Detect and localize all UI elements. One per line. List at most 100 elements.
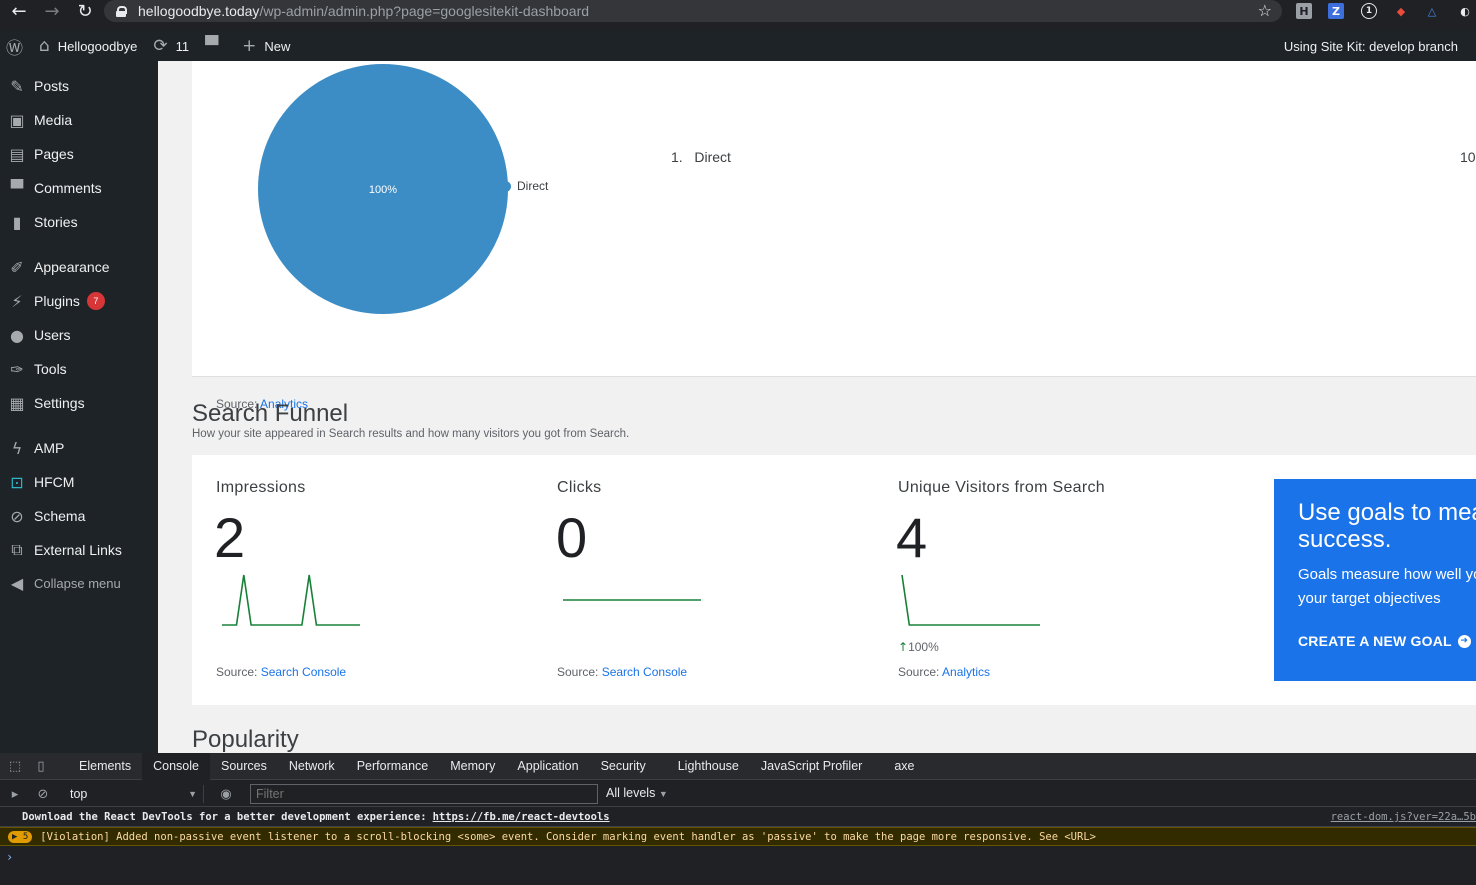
clicks-label: Clicks	[557, 479, 602, 496]
visitors-sparkline	[901, 574, 1040, 626]
warning-count-badge: ▶ 5	[8, 830, 33, 843]
tab-security[interactable]: Security	[600, 759, 646, 773]
react-devtools-link[interactable]: https://fb.me/react-devtools	[432, 811, 610, 823]
sidebar-toggle-icon[interactable]: ▸	[11, 786, 19, 802]
site-name-link[interactable]: ⌂ Hellogoodbye	[39, 36, 138, 56]
tab-sources[interactable]: Sources	[220, 759, 267, 773]
hfcm-icon: ⊡	[10, 472, 24, 492]
clicks-sparkline	[563, 599, 701, 601]
sidebar-item-stories[interactable]: ▮ Stories	[0, 205, 158, 239]
search-funnel-title: Search Funnel	[192, 400, 349, 427]
visitors-value: 4	[896, 506, 928, 569]
extension-badge-icon[interactable]: ◆	[1396, 4, 1406, 18]
pie-data-label: 100%	[369, 184, 397, 196]
message-source-link[interactable]: react-dom.js?ver=22a…5b	[1330, 811, 1476, 823]
sparkline-series	[222, 574, 360, 626]
browser-toolbar: ← → ↻ hellogoodbye.today/wp-admin/admin.…	[0, 0, 1476, 31]
search-console-link[interactable]: Search Console	[601, 665, 688, 679]
sidebar-item-plugins[interactable]: ⚡ Plugins 7	[0, 284, 158, 318]
wordpress-logo-icon[interactable]: Ⓦ	[6, 38, 23, 59]
stories-icon: ▮	[12, 212, 22, 232]
console-warning[interactable]: ▶ 5 [Violation] Added non-passive event …	[0, 827, 1476, 846]
extension-z-icon[interactable]: Z	[1328, 3, 1344, 19]
tab-performance[interactable]: Performance	[356, 759, 429, 773]
sidebar-item-users[interactable]: ● Users	[0, 318, 158, 352]
amp-icon: ϟ	[11, 438, 23, 458]
extension-contrast-icon[interactable]: ◐	[1460, 4, 1470, 18]
sidebar-item-external-links[interactable]: ⧉ External Links	[0, 533, 158, 567]
eye-icon[interactable]: ◉	[220, 786, 232, 802]
tab-memory[interactable]: Memory	[450, 759, 496, 773]
pie-slice-direct[interactable]	[258, 64, 508, 314]
url-text: hellogoodbye.today/wp-admin/admin.php?pa…	[138, 3, 590, 19]
popularity-title: Popularity	[192, 726, 299, 753]
clear-console-icon[interactable]: ⊘	[37, 786, 49, 802]
visitors-label: Unique Visitors from Search	[898, 479, 1105, 496]
bookmark-star-icon[interactable]: ☆	[1257, 1, 1272, 20]
legend-swatch	[500, 180, 511, 192]
new-content-link[interactable]: + New	[242, 36, 291, 56]
back-arrow-icon[interactable]: ←	[11, 0, 27, 22]
settings-icon: ▦	[9, 393, 25, 413]
sidebar-item-amp[interactable]: ϟ AMP	[0, 431, 158, 465]
tab-application[interactable]: Application	[517, 759, 579, 773]
impressions-label: Impressions	[216, 479, 306, 496]
visitors-change: ↑100%	[898, 640, 939, 654]
context-selector[interactable]: top ▼	[64, 785, 204, 803]
pages-icon: ▤	[9, 144, 25, 164]
extension-h-icon[interactable]: H	[1296, 3, 1312, 19]
media-icon: ▣	[9, 110, 25, 130]
pushpin-icon: ✎	[10, 76, 24, 96]
clicks-value: 0	[556, 506, 588, 569]
console-filter-input[interactable]	[250, 784, 598, 804]
tab-console[interactable]: Console	[142, 752, 210, 780]
sidebar-item-appearance[interactable]: ✐ Appearance	[0, 250, 158, 284]
traffic-sources-card: 100% Direct 1. Direct 10 Source: Analyti…	[192, 61, 1476, 411]
sidebar-item-schema[interactable]: ⊘ Schema	[0, 499, 158, 533]
tab-elements[interactable]: Elements	[79, 759, 132, 773]
inspect-element-icon[interactable]: ⬚	[8, 758, 22, 774]
log-levels-dropdown[interactable]: All levels ▼	[606, 786, 668, 800]
search-console-link[interactable]: Search Console	[260, 665, 347, 679]
tools-icon: ✑	[10, 359, 24, 379]
updates-icon: ⟳	[153, 36, 168, 56]
analytics-source-link[interactable]: Analytics	[942, 665, 991, 679]
sidebar-item-hfcm[interactable]: ⊡ HFCM	[0, 465, 158, 499]
console-toolbar: ▸ ⊘ top▼ ◉ All levels ▼	[0, 781, 1476, 807]
plugins-update-badge: 7	[86, 292, 105, 310]
extension-triangle-icon[interactable]: △	[1427, 4, 1437, 18]
updates-link[interactable]: ⟳ 11	[153, 36, 190, 56]
console-prompt-icon[interactable]: ›	[6, 850, 14, 864]
analytics-source-link[interactable]: Analytics	[260, 397, 309, 411]
sidebar-item-media[interactable]: ▣ Media	[0, 103, 158, 137]
sidebar-item-comments[interactable]: ▀ Comments	[0, 171, 158, 205]
goals-cta-card: Use goals to measure success. Goals meas…	[1274, 479, 1476, 681]
wp-admin-bar: Ⓦ ⌂ Hellogoodbye ⟳ 11 ▀ + New Using Site Ki…	[0, 31, 1476, 61]
reload-icon[interactable]: ↻	[77, 0, 93, 22]
sidebar-item-settings[interactable]: ▦ Settings	[0, 386, 158, 420]
main-content: 100% Direct 1. Direct 10 Source: Analyti…	[158, 61, 1476, 753]
site-kit-branch-label[interactable]: Using Site Kit: develop branch	[1283, 38, 1458, 54]
sidebar-item-tools[interactable]: ✑ Tools	[0, 352, 158, 386]
sparkline-series	[901, 574, 1040, 626]
traffic-source: Source: Analytics	[216, 397, 309, 411]
forward-arrow-icon[interactable]: →	[44, 0, 60, 22]
visitors-source: Source: Analytics	[898, 665, 991, 679]
tab-javascript-profiler[interactable]: JavaScript Profiler	[760, 759, 863, 773]
comments-link[interactable]: ▀	[197, 31, 234, 61]
sidebar-item-posts[interactable]: ✎ Posts	[0, 69, 158, 103]
sidebar-item-pages[interactable]: ▤ Pages	[0, 137, 158, 171]
tab-network[interactable]: Network	[288, 759, 335, 773]
search-funnel-subtitle: How your site appeared in Search results…	[192, 428, 630, 440]
dropdown-arrow-icon: ▼	[658, 789, 668, 799]
sidebar-collapse-menu[interactable]: ◀ Collapse menu	[0, 566, 158, 600]
tab-lighthouse[interactable]: Lighthouse	[677, 759, 739, 773]
device-toolbar-icon[interactable]: ▯	[37, 758, 45, 774]
traffic-pie-chart: 100%	[258, 64, 508, 314]
comment-bubble-icon: ▀	[205, 36, 219, 56]
create-goal-link[interactable]: CREATE A NEW GOAL ➜	[1298, 633, 1471, 649]
devtools-tabs: ⬚ ▯ Elements Console Sources Network Per…	[0, 752, 1476, 780]
extension-password-icon[interactable]: 1	[1361, 3, 1377, 19]
tab-axe[interactable]: axe	[894, 759, 915, 773]
address-bar[interactable]: hellogoodbye.today/wp-admin/admin.php?pa…	[104, 0, 1282, 22]
